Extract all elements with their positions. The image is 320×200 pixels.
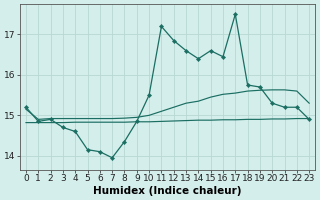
X-axis label: Humidex (Indice chaleur): Humidex (Indice chaleur): [93, 186, 242, 196]
